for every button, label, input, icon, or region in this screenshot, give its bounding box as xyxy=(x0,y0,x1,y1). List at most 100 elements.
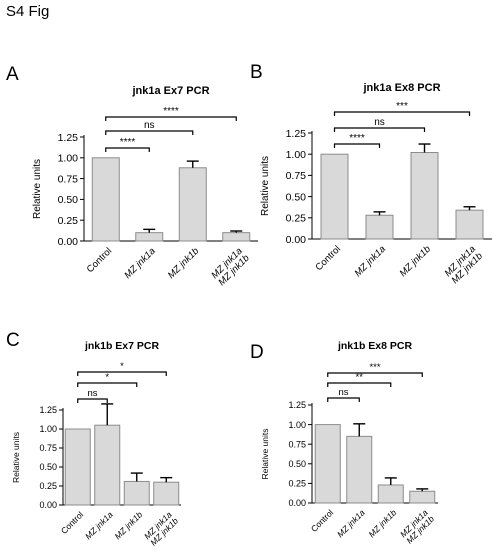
significance-label: **** xyxy=(120,137,136,148)
x-tick-label-line: Control xyxy=(314,244,343,273)
x-tick-label-line: MZ jnk1b xyxy=(366,507,398,539)
x-tick-label: MZ jnk1b xyxy=(166,246,201,281)
y-tick-label: 0.50 xyxy=(288,459,306,469)
panel-letter-c: C xyxy=(6,330,20,351)
x-tick-label-line: Control xyxy=(59,509,86,536)
figure-title: S4 Fig xyxy=(6,3,50,20)
significance-bracket xyxy=(77,398,108,403)
x-tick-label-line: MZ jnk1a xyxy=(353,244,388,279)
significance-bracket xyxy=(333,111,471,116)
chart-d: jnk1b Ex8 PCR 0.00 0.25 0.50 0.75 1.00 1.25 Rel… xyxy=(260,340,438,546)
x-tick-label: MZ jnk1b xyxy=(366,507,398,539)
y-tick-label: 0.25 xyxy=(39,481,57,491)
significance-label: * xyxy=(105,372,109,383)
chart-title: jnk1a Ex7 PCR xyxy=(131,85,209,97)
significance-bracket xyxy=(333,143,381,148)
chart-title: jnk1b Ex7 PCR xyxy=(84,340,160,352)
y-tick-label: 0.75 xyxy=(288,439,306,449)
chart-title: jnk1b Ex8 PCR xyxy=(337,340,413,352)
bar xyxy=(153,481,180,506)
bar xyxy=(455,209,484,240)
x-tick-label-line: MZ jnk1b xyxy=(166,246,201,281)
y-tick-label: 1.00 xyxy=(286,149,307,161)
bar xyxy=(135,232,164,242)
significance-label: ns xyxy=(87,388,97,399)
significance-label: ns xyxy=(144,120,155,131)
x-tick-label: Control xyxy=(309,507,336,534)
bar xyxy=(64,428,91,506)
bar xyxy=(94,424,121,506)
significance-label: **** xyxy=(163,106,179,117)
significance-label: * xyxy=(120,361,124,372)
y-tick-label: 0.50 xyxy=(39,462,57,472)
y-tick-label: 0.75 xyxy=(58,173,79,185)
x-tick-label: MZ jnk1b xyxy=(398,244,433,279)
bar xyxy=(222,232,251,242)
y-tick-label: 1.25 xyxy=(39,405,57,415)
y-axis-label: Relative units xyxy=(260,428,270,479)
x-tick-label: MZ jnk1aMZ jnk1b xyxy=(209,246,251,288)
chart-a: jnk1a Ex7 PCR 0.00 0.25 0.50 0.75 1.00 1.25 Rel… xyxy=(32,85,258,288)
panel-letter-a: A xyxy=(6,64,19,85)
x-tick-label: Control xyxy=(85,246,114,275)
y-tick-label: 1.00 xyxy=(288,420,306,430)
y-tick-label: 0.50 xyxy=(286,191,307,203)
bar xyxy=(409,490,436,504)
bar xyxy=(377,484,404,504)
x-tick-label: Control xyxy=(314,244,343,273)
bar xyxy=(365,214,394,240)
x-tick-label-line: MZ jnk1b xyxy=(398,244,433,279)
bar xyxy=(346,435,373,504)
y-tick-label: 1.25 xyxy=(58,132,79,144)
panel-letter-d: D xyxy=(250,342,264,363)
panel-letter-b: B xyxy=(250,62,263,83)
y-tick-label: 0.00 xyxy=(39,500,57,510)
x-tick-label-line: Control xyxy=(85,246,114,275)
x-tick-label: MZ jnk1b xyxy=(112,509,144,541)
x-tick-label-line: MZ jnk1a xyxy=(122,246,157,281)
y-axis-label: Relative units xyxy=(32,159,43,219)
y-tick-label: 0.75 xyxy=(286,170,307,182)
significance-bracket xyxy=(327,372,423,377)
y-tick-label: 0.50 xyxy=(58,194,79,206)
y-tick-label: 0.25 xyxy=(288,479,306,489)
y-tick-label: 0.25 xyxy=(286,213,307,225)
x-tick-label-line: MZ jnk1b xyxy=(112,509,144,541)
x-tick-label-line: Control xyxy=(309,507,336,534)
y-tick-label: 1.00 xyxy=(58,153,79,165)
x-tick-label-line: MZ jnk1a xyxy=(335,507,367,539)
significance-label: ns xyxy=(374,117,385,128)
y-tick-label: 0.00 xyxy=(288,498,306,508)
x-tick-label: MZ jnk1aMZ jnk1b xyxy=(142,509,180,547)
bar xyxy=(123,480,150,506)
y-tick-label: 1.25 xyxy=(286,128,307,140)
significance-bracket xyxy=(333,127,426,132)
y-tick-label: 1.25 xyxy=(288,400,306,410)
x-tick-label: MZ jnk1aMZ jnk1b xyxy=(398,507,436,545)
chart-c: jnk1b Ex7 PCR 0.00 0.25 0.50 0.75 1.00 1.25 Rel… xyxy=(11,340,181,548)
significance-label: **** xyxy=(349,133,365,144)
significance-label: *** xyxy=(369,362,380,373)
chart-b: jnk1a Ex8 PCR 0.00 0.25 0.50 0.75 1.00 1.25 Rel… xyxy=(260,82,492,286)
y-tick-label: 0.00 xyxy=(58,236,79,248)
y-axis-label: Relative units xyxy=(11,432,21,483)
bar xyxy=(178,167,207,242)
bar xyxy=(320,153,349,240)
x-tick-label: MZ jnk1a xyxy=(122,246,157,281)
x-tick-label: MZ jnk1aMZ jnk1b xyxy=(443,244,485,286)
significance-bracket xyxy=(327,397,360,402)
significance-bracket xyxy=(77,371,167,376)
x-tick-label: MZ jnk1a xyxy=(353,244,388,279)
significance-label: ns xyxy=(338,387,348,398)
bar xyxy=(91,157,120,242)
y-tick-label: 0.25 xyxy=(58,215,79,227)
significance-bracket xyxy=(327,382,392,387)
y-tick-label: 0.00 xyxy=(286,234,307,246)
chart-title: jnk1a Ex8 PCR xyxy=(362,82,440,94)
significance-bracket xyxy=(77,382,138,387)
y-tick-label: 1.00 xyxy=(39,424,57,434)
bar xyxy=(314,424,341,504)
x-tick-label: Control xyxy=(59,509,86,536)
y-axis-label: Relative units xyxy=(260,156,271,216)
